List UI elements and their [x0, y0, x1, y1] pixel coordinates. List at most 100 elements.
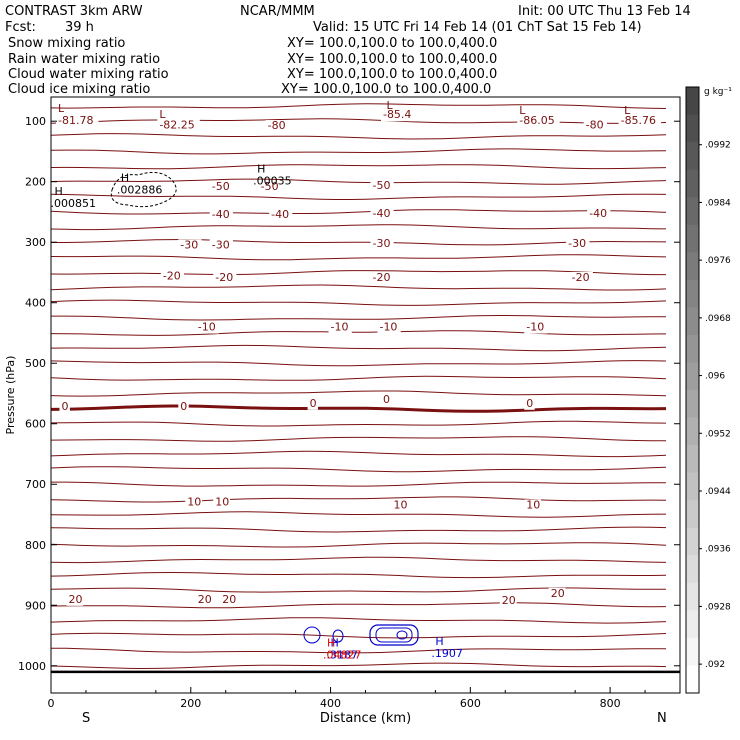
extremum-mark: H: [331, 636, 339, 649]
colorbar-swatch: [686, 252, 699, 281]
isotherm-line: [50, 254, 667, 261]
extremum-value: .00035: [253, 175, 292, 188]
contour-label: -10: [379, 321, 397, 334]
cloud-water-contour: [369, 624, 419, 646]
colorbar-unit: g kg⁻¹: [704, 87, 732, 97]
isotherm-line: [50, 404, 667, 413]
isotherm-line: [50, 496, 667, 503]
x-axis-label: Distance (km): [320, 711, 411, 726]
contour-label: -40: [212, 208, 230, 221]
contour-label-bg: [178, 400, 189, 413]
isotherm-line: [50, 344, 667, 352]
colorbar-label: .0968: [705, 314, 731, 324]
contour-label: -20: [572, 271, 590, 284]
contour-label-bg: [307, 397, 318, 410]
colorbar: g kg⁻¹ .0992 .0984 .0976 .0968 .096 .0952 .0944…: [685, 86, 732, 694]
colorbar-swatch: [686, 307, 699, 336]
contour-label-bg: [380, 394, 392, 407]
extremum-mark: H: [121, 172, 129, 185]
contour-label-bg: [209, 239, 233, 252]
endpoint-right: N: [657, 711, 667, 726]
contour-label-bg: [370, 271, 394, 284]
contour-label: -50: [372, 179, 390, 192]
colorbar-swatch: [686, 114, 699, 143]
contour-label: 10: [187, 495, 201, 508]
contour-label: -86.05: [519, 114, 554, 127]
isotherm-line: [50, 556, 667, 564]
y-tick-label: 700: [25, 478, 46, 491]
field-name-snow: Snow mixing ratio: [8, 36, 125, 51]
isotherm-line: [50, 178, 667, 185]
extremum-mark: L: [519, 104, 526, 117]
contour-label: -40: [271, 208, 289, 221]
y-tick-label: 800: [25, 539, 46, 552]
colorbar-label: .0936: [705, 545, 731, 555]
isotherm-line: [50, 587, 666, 593]
field-name-cloud-water: Cloud water mixing ratio: [8, 67, 169, 82]
isotherm-line: [50, 164, 667, 170]
contour-label-bg: [160, 270, 185, 283]
x-tick-label: 400: [320, 697, 341, 710]
contour-label-bg: [220, 593, 238, 606]
y-tick-label: 500: [25, 357, 46, 370]
contour-label-bg: [566, 238, 590, 251]
isotherm-line: [50, 360, 667, 367]
contour-label-bg: [328, 321, 352, 334]
contour-label: -80: [268, 119, 286, 132]
contour-label-bg: [524, 321, 548, 334]
colorbar-swatch: [686, 500, 699, 529]
contour-label: -20: [163, 270, 181, 283]
contour-label: -82.25: [159, 118, 194, 131]
isotherm-line: [50, 602, 667, 609]
contour-label-bg: [195, 321, 219, 334]
contour-label: 0: [526, 397, 533, 410]
contour-label-bg: [265, 120, 289, 133]
extremum-value: .3187: [327, 648, 359, 661]
contour-label: -10: [198, 321, 216, 334]
valid-time: Valid: 15 UTC Fri 14 Feb 14 (01 ChT Sat …: [313, 20, 642, 35]
contour-label-bg: [370, 179, 394, 192]
contour-label-bg: [524, 499, 542, 512]
extremum-mark: L: [386, 99, 393, 112]
contour-label: -40: [372, 207, 390, 220]
y-tick-label: 900: [25, 599, 46, 612]
init-time: Init: 00 UTC Thu 13 Feb 14: [518, 4, 691, 19]
contour-label: -30: [212, 238, 230, 251]
colorbar-label: .092: [705, 660, 725, 670]
contour-label: 10: [526, 498, 540, 511]
colorbar-swatch: [686, 472, 699, 501]
colorbar-swatch: [686, 87, 699, 116]
contour-label: -50: [212, 180, 230, 193]
colorbar-swatch: [686, 665, 699, 694]
isotherm-line: [50, 299, 667, 306]
colorbar-swatch: [686, 142, 699, 171]
endpoint-left: S: [82, 711, 90, 726]
y-tick-label: 100: [25, 115, 46, 128]
contour-label: 20: [551, 587, 565, 600]
contour-label-bg: [55, 115, 99, 128]
colorbar-swatch: [686, 417, 699, 446]
colorbar-swatch: [686, 445, 699, 474]
contour-label-bg: [258, 181, 282, 194]
colorbar-label: .0928: [705, 602, 731, 612]
isotherm-line: [51, 314, 667, 321]
isotherm-line: [50, 118, 667, 124]
isotherm-line: [50, 647, 667, 654]
contour-label-bg: [517, 115, 560, 128]
extremum-mark: H: [327, 636, 335, 649]
contour-label: 20: [502, 594, 516, 607]
field-xy-cloud-water: XY= 100.0,100.0 to 100.0,400.0: [287, 67, 497, 82]
field-xy-snow: XY= 100.0,100.0 to 100.0,400.0: [287, 36, 497, 51]
contour-label: -10: [331, 321, 349, 334]
contour-label-bg: [209, 209, 233, 222]
contour-label-bg: [195, 593, 213, 606]
extremum-mark: H: [435, 635, 443, 648]
contour-label: 0: [310, 397, 317, 410]
y-tick-label: 300: [25, 236, 46, 249]
contour-label-bg: [380, 109, 417, 122]
colorbar-swatch: [686, 582, 699, 611]
contour-label: -40: [589, 207, 607, 220]
colorbar-label: .0992: [705, 141, 731, 151]
contour-label: 0: [180, 400, 187, 413]
isotherm-line: [50, 420, 667, 427]
